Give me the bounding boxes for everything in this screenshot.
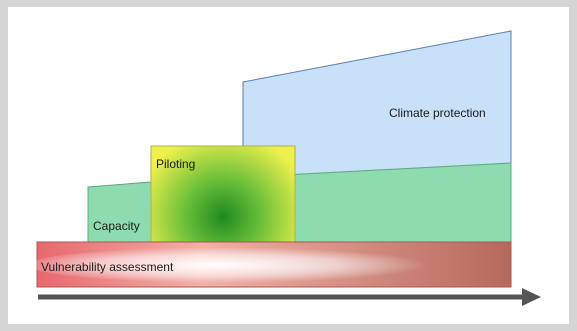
vulnerability-assessment-label: Vulnerability assessment xyxy=(41,260,174,274)
timeline-arrow xyxy=(38,288,541,306)
capacity-label: Capacity xyxy=(93,219,140,233)
climate-protection-label: Climate protection xyxy=(389,106,486,120)
vulnerability-glow xyxy=(28,247,448,283)
piloting-label: Piloting xyxy=(156,157,195,171)
climate-adaptation-stages-diagram: Climate protection Capacity Piloting Vul… xyxy=(28,30,541,306)
diagram-frame: Climate protection Capacity Piloting Vul… xyxy=(8,7,569,324)
